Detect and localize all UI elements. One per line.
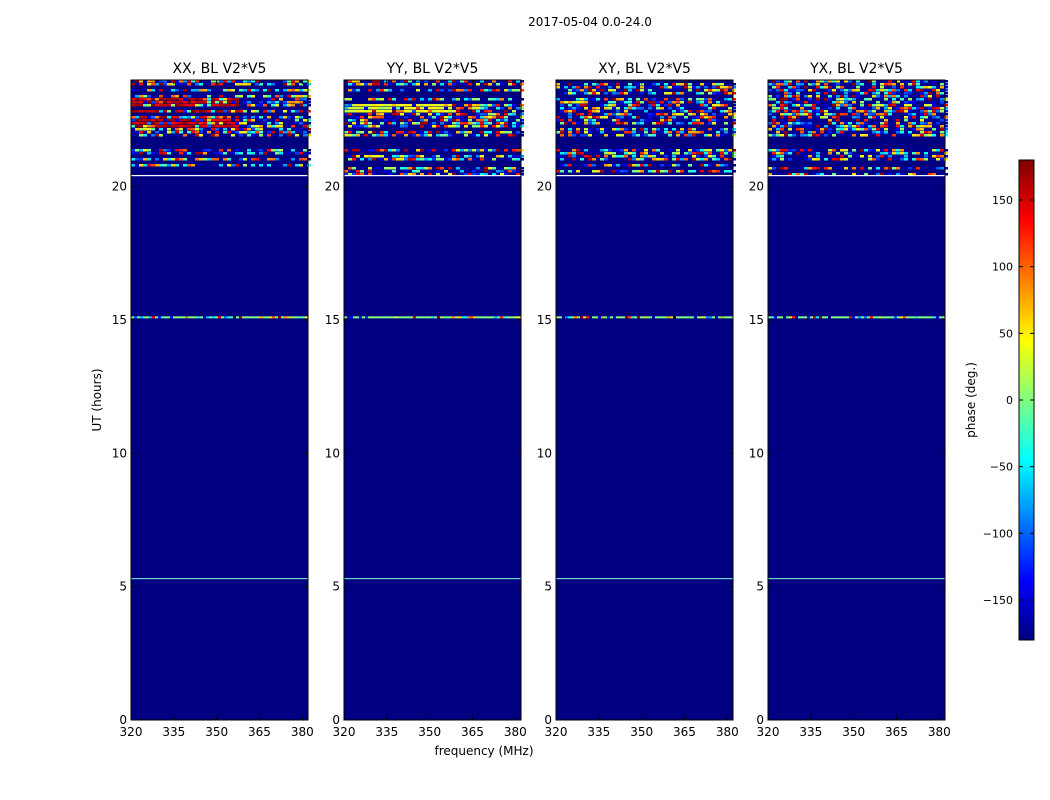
colorbar: −150 −100 −50 0 50 100 150 phase (deg.): [964, 159, 1035, 641]
y-tick-label: 15: [112, 313, 127, 327]
y-tick-label: 10: [537, 446, 552, 460]
y-tick-label: 5: [332, 580, 340, 594]
panel-frame: [767, 79, 946, 721]
panel-frame: [343, 79, 522, 721]
panel-background: [344, 80, 521, 720]
x-tick-label: 320: [333, 725, 356, 739]
x-tick-label: 335: [799, 725, 822, 739]
y-tick-label: 5: [544, 580, 552, 594]
x-tick-label: 380: [291, 725, 314, 739]
panel-title: XY, BL V2*V5: [598, 61, 691, 77]
artifact-line: [344, 316, 521, 319]
panel-frame: [130, 79, 309, 721]
y-tick-label: 20: [325, 180, 340, 194]
panel-1: XX, BL V2*V5 320 335 350 365 380 0 5 10 15 20: [112, 61, 314, 739]
x-tick-label: 365: [248, 725, 271, 739]
x-tick-label: 320: [120, 725, 143, 739]
x-tick-label: 350: [205, 725, 228, 739]
y-tick-label: 15: [749, 313, 764, 327]
panel-4: YX, BL V2*V5 320 335 350 365 380 0 5 10 15 20: [749, 61, 951, 739]
artifact-line: [768, 578, 945, 580]
x-tick-label: 350: [418, 725, 441, 739]
y-tick-label: 20: [749, 180, 764, 194]
y-tick-label: 5: [119, 580, 127, 594]
x-tick-label: 335: [587, 725, 610, 739]
colorbar-tick-label: −100: [983, 527, 1013, 540]
colorbar-tick-label: −50: [990, 461, 1013, 474]
colorbar-label: phase (deg.): [964, 362, 978, 438]
colorbar-tick-label: 150: [992, 194, 1013, 207]
y-tick-label: 20: [112, 180, 127, 194]
y-tick-label: 10: [325, 446, 340, 460]
noisy-band: [344, 80, 524, 176]
band-edge-line: [768, 175, 945, 177]
x-tick-label: 320: [545, 725, 568, 739]
y-tick-label: 10: [112, 446, 127, 460]
y-tick-label: 20: [537, 180, 552, 194]
y-tick-label: 0: [332, 713, 340, 727]
x-tick-label: 380: [504, 725, 527, 739]
panel-background: [556, 80, 733, 720]
colorbar-tick-label: −150: [983, 594, 1013, 607]
colorbar-tick-label: 0: [1006, 394, 1013, 407]
panel-3: XY, BL V2*V5 320 335 350 365 380 0 5 10 15 20: [537, 61, 739, 739]
artifact-line: [131, 578, 308, 580]
figure-title: 2017-05-04 0.0-24.0: [528, 15, 652, 29]
y-axis-label: UT (hours): [90, 368, 104, 431]
y-tick-label: 0: [119, 713, 127, 727]
y-tick-label: 15: [537, 313, 552, 327]
y-tick-label: 10: [749, 446, 764, 460]
noisy-band: [556, 83, 736, 173]
panel-frame: [555, 79, 734, 721]
x-tick-label: 365: [461, 725, 484, 739]
colorbar-tick-label: 100: [992, 261, 1013, 274]
x-axis-label: frequency (MHz): [434, 744, 533, 758]
band-edge-line: [556, 175, 733, 177]
artifact-line: [768, 316, 945, 319]
panel-title: YX, BL V2*V5: [809, 61, 903, 77]
noisy-band: [131, 80, 311, 167]
y-tick-label: 0: [544, 713, 552, 727]
panel-background: [131, 80, 308, 720]
band-edge-line: [344, 175, 521, 177]
artifact-line: [131, 316, 308, 319]
x-tick-label: 365: [673, 725, 696, 739]
artifact-line: [344, 578, 521, 580]
x-tick-label: 380: [716, 725, 739, 739]
y-tick-label: 5: [756, 580, 764, 594]
x-tick-label: 380: [928, 725, 951, 739]
artifact-line: [556, 578, 733, 580]
noisy-band: [768, 80, 948, 176]
panel-background: [768, 80, 945, 720]
x-tick-label: 350: [630, 725, 653, 739]
panel-title: YY, BL V2*V5: [386, 61, 479, 77]
panel-title: XX, BL V2*V5: [173, 61, 267, 77]
colorbar-tick-label: 50: [999, 327, 1013, 340]
x-tick-label: 350: [842, 725, 865, 739]
y-tick-label: 0: [756, 713, 764, 727]
band-edge-line: [131, 175, 308, 177]
y-tick-label: 15: [325, 313, 340, 327]
panel-2: YY, BL V2*V5 320 335 350 365 380 0 5 10 15 20: [325, 61, 527, 739]
x-tick-label: 365: [885, 725, 908, 739]
x-tick-label: 320: [757, 725, 780, 739]
x-tick-label: 335: [162, 725, 185, 739]
artifact-line: [556, 316, 733, 319]
x-tick-label: 335: [375, 725, 398, 739]
